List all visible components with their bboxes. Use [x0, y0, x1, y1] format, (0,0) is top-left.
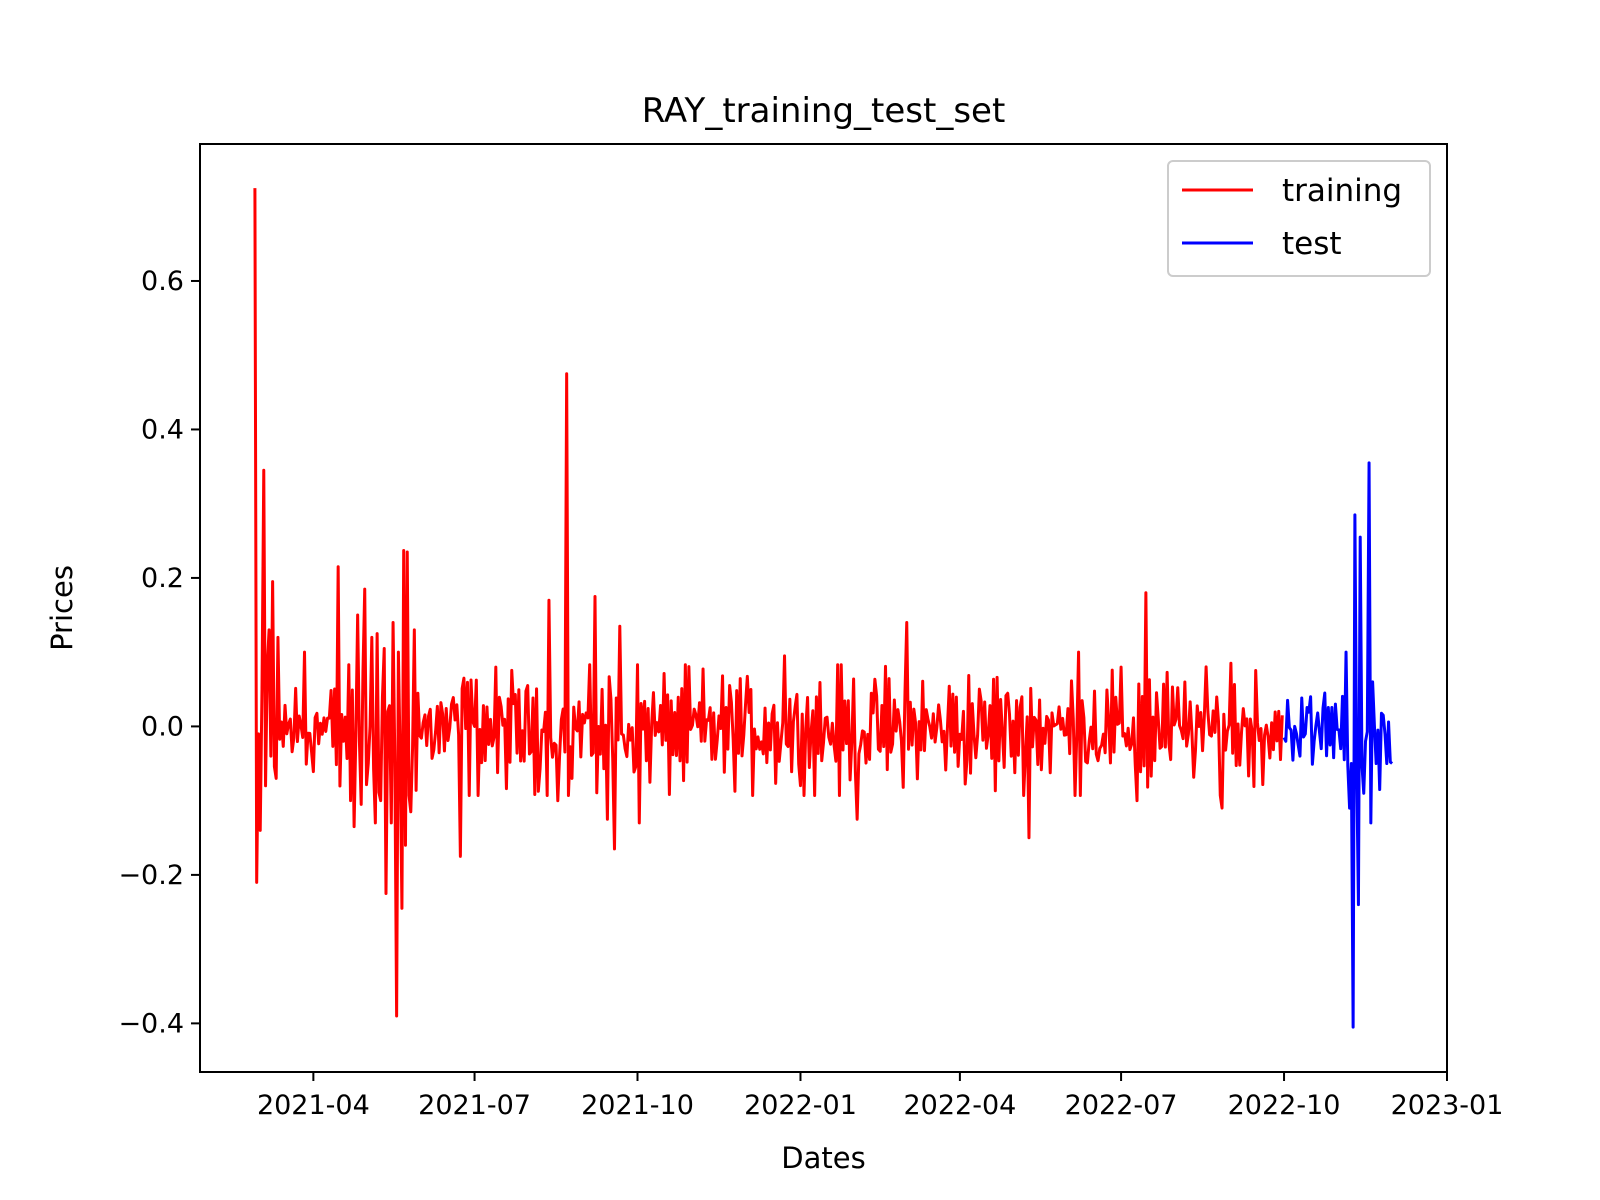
x-tick-label: 2022-04 — [903, 1090, 1016, 1121]
x-tick-label: 2021-07 — [418, 1090, 531, 1121]
x-tick-label: 2022-07 — [1065, 1090, 1178, 1121]
y-tick-label: 0.0 — [141, 711, 184, 742]
y-tick-label: 0.6 — [141, 266, 184, 297]
y-axis-label: Prices — [45, 565, 79, 651]
y-tick-label: −0.4 — [118, 1008, 184, 1039]
y-axis: −0.4 −0.2 0.0 0.2 0.4 0.6 — [118, 266, 200, 1039]
series-line-training — [253, 188, 1284, 1018]
x-tick-label: 2021-04 — [257, 1090, 370, 1121]
x-tick-label: 2021-10 — [581, 1090, 694, 1121]
y-tick-label: −0.2 — [118, 860, 184, 891]
x-tick-label: 2022-01 — [744, 1090, 857, 1121]
y-tick-label: 0.2 — [141, 563, 184, 594]
legend-label-test: test — [1282, 226, 1342, 262]
series-line-test — [1282, 461, 1394, 1029]
x-tick-label: 2022-10 — [1228, 1090, 1341, 1121]
legend-label-training: training — [1282, 173, 1402, 209]
legend: training test — [1167, 160, 1431, 277]
plot-frame — [199, 143, 1448, 1073]
plot-area — [200, 144, 1447, 1072]
chart-title: RAY_training_test_set — [642, 91, 1006, 131]
series-layer — [253, 188, 1394, 1029]
x-axis-label: Dates — [781, 1141, 865, 1175]
x-tick-label: 2023-01 — [1391, 1090, 1504, 1121]
x-axis: 2021-04 2021-07 2021-10 2022-01 2022-04 2022-… — [257, 1072, 1503, 1121]
y-tick-label: 0.4 — [141, 414, 184, 445]
